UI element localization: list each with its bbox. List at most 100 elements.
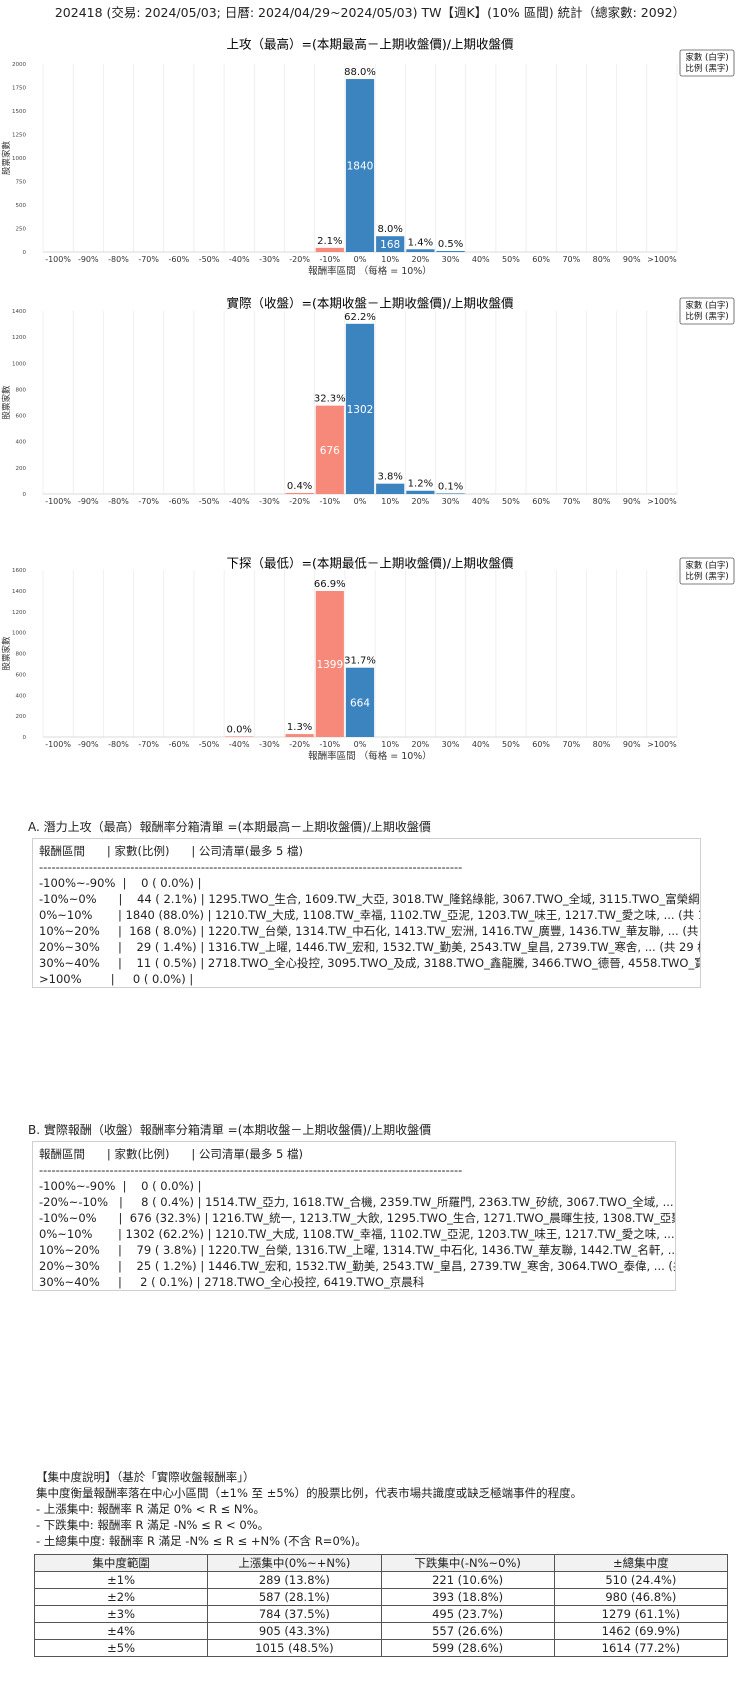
- legend-box: [679, 49, 735, 77]
- list-line: -100%~-90% | 0 ( 0.0%) |: [39, 876, 202, 890]
- x-tick-label: -60%: [169, 740, 190, 749]
- list-line: 10%~20% | 79 ( 3.8%) | 1220.TW_台榮, 1316.…: [39, 1243, 676, 1257]
- x-tick-label: 10%: [381, 740, 399, 749]
- list-line: 10%~20% | 168 ( 8.0%) | 1220.TW_台榮, 1314…: [39, 924, 701, 938]
- x-tick-label: -20%: [289, 497, 310, 506]
- bar: [315, 247, 344, 252]
- list-line: 0%~10% | 1840 (88.0%) | 1210.TW_大成, 1108…: [39, 908, 701, 922]
- table-row: ±3% 784 (37.5%) 495 (23.7%) 1279 (61.1%): [33, 1605, 729, 1623]
- y-tick-label: 1600: [12, 568, 26, 574]
- y-tick-label: 800: [16, 652, 27, 658]
- table-cell: 289 (13.8%): [207, 1571, 382, 1589]
- list-line: 30%~40% | 2 ( 0.1%) | 2718.TWO_全心投控, 641…: [39, 1275, 425, 1289]
- y-tick-label: 200: [16, 466, 27, 472]
- x-tick-label: 40%: [472, 255, 490, 264]
- concentration-bullet-up: - 上漲集中: 報酬率 R 滿足 0% < R ≤ N%。: [36, 1502, 265, 1516]
- bar-percent-label: 31.7%: [344, 656, 376, 667]
- table-cell: 587 (28.1%): [207, 1588, 382, 1606]
- bar: [376, 483, 405, 494]
- table-header-row: 集中度範圍 上漲集中(0%~+N%) 下跌集中(-N%~0%) ±總集中度: [33, 1554, 729, 1572]
- y-tick-label: 1000: [12, 361, 26, 367]
- y-tick-label: 600: [16, 672, 27, 678]
- legend-line: 家數 (白字): [685, 52, 728, 63]
- bar: [315, 590, 344, 737]
- list-line: 0%~10% | 1302 (62.2%) | 1210.TW_大成, 1108…: [39, 1227, 676, 1241]
- x-tick-label: -20%: [289, 255, 310, 264]
- bar-percent-label: 0.5%: [438, 239, 463, 250]
- x-tick-label: 0%: [354, 255, 367, 264]
- x-tick-label: 90%: [623, 497, 641, 506]
- x-tick-label: 20%: [411, 497, 429, 506]
- x-tick-label: -50%: [199, 740, 220, 749]
- bar-count-label: 1840: [347, 161, 374, 173]
- table-cell: ±3%: [33, 1605, 209, 1623]
- x-tick-label: 50%: [502, 255, 520, 264]
- list-line: -20%~-10% | 8 ( 0.4%) | 1514.TW_亞力, 1618…: [39, 1195, 676, 1209]
- bar-percent-label: 88.0%: [344, 67, 376, 78]
- downside-low-chart: 下探（最低）=(本期最低－上期收盤價)/上期收盤價 0 200 400 600 800 10…: [1, 557, 735, 762]
- x-tick-label: 0%: [354, 497, 367, 506]
- bar-percent-label: 1.3%: [287, 722, 312, 733]
- bar-percent-label: 8.0%: [377, 224, 402, 235]
- x-tick-label: 10%: [381, 497, 399, 506]
- table-row: ±1% 289 (13.8%) 221 (10.6%) 510 (24.4%): [33, 1571, 729, 1589]
- table-cell: 1015 (48.5%): [207, 1639, 382, 1657]
- x-tick-label: -90%: [78, 255, 99, 264]
- table-cell: 784 (37.5%): [207, 1605, 382, 1623]
- y-tick-label: 750: [16, 180, 27, 186]
- y-tick-label: 1200: [12, 610, 26, 616]
- y-tick-label: 0: [23, 250, 27, 256]
- y-tick-label: 1000: [12, 156, 26, 162]
- x-tick-label: 80%: [593, 497, 611, 506]
- y-tick-label: 800: [16, 387, 27, 393]
- bar-percent-label: 0.0%: [227, 724, 252, 735]
- bar-count-label: 664: [350, 697, 370, 709]
- bar-percent-label: 1.2%: [408, 479, 433, 490]
- bar: [225, 736, 254, 737]
- bar: [436, 493, 465, 494]
- x-tick-label: -50%: [199, 255, 220, 264]
- x-tick-label: 30%: [442, 740, 460, 749]
- upside-high-chart: 上攻（最高）=(本期最高－上期收盤價)/上期收盤價 0 250 500 750 1000 1…: [1, 37, 735, 277]
- bar: [315, 405, 344, 494]
- concentration-desc: 集中度衡量報酬率落在中心小區間（±1% 至 ±5%）的股票比例，代表市場共識度或…: [36, 1486, 583, 1500]
- list-line: >100% | 0 ( 0.0%) |: [39, 972, 194, 986]
- table-cell: ±5%: [33, 1639, 209, 1657]
- y-tick-label: 1250: [12, 133, 26, 139]
- x-tick-label: 40%: [472, 497, 490, 506]
- header-range: 集中度範圍: [33, 1554, 209, 1572]
- x-tick-label: 80%: [593, 255, 611, 264]
- x-tick-label: 60%: [532, 255, 550, 264]
- x-tick-label: -10%: [319, 497, 340, 506]
- bar: [376, 236, 405, 252]
- list-line: 30%~40% | 11 ( 0.5%) | 2718.TWO_全心投控, 30…: [39, 956, 700, 970]
- bar: [285, 734, 314, 737]
- concentration-bullet-down: - 下跌集中: 報酬率 R 滿足 -N% ≤ R < 0%。: [36, 1518, 270, 1532]
- bar-count-label: 1399: [316, 659, 343, 671]
- table-cell: 393 (18.8%): [380, 1588, 555, 1606]
- x-tick-label: 20%: [411, 740, 429, 749]
- x-axis-label: 報酬率區間 （每格 = 10%）: [308, 750, 432, 762]
- section-b-list: 報酬區間 | 家數(比例) | 公司清單(最多 5 檔) ------------…: [32, 1141, 676, 1291]
- legend-box: [679, 297, 735, 325]
- table-cell: ±1%: [33, 1571, 209, 1589]
- y-tick-label: 1400: [12, 309, 26, 315]
- section-b-title: B. 實際報酬（收盤）報酬率分箱清單 =(本期收盤－上期收盤價)/上期收盤價: [28, 1123, 432, 1137]
- list-line: 報酬區間 | 家數(比例) | 公司清單(最多 5 檔): [39, 1147, 303, 1161]
- x-tick-label: -40%: [229, 740, 250, 749]
- x-tick-label: 70%: [562, 255, 580, 264]
- x-tick-label: -50%: [199, 497, 220, 506]
- table-cell: 1279 (61.1%): [553, 1605, 729, 1623]
- x-tick-label: -40%: [229, 255, 250, 264]
- x-tick-label: 30%: [442, 255, 460, 264]
- y-tick-label: 400: [16, 693, 27, 699]
- legend-line: 家數 (白字): [685, 560, 728, 571]
- actual-close-chart: 實際（收盤）=(本期收盤－上期收盤價)/上期收盤價 0 200 400 600 800 10…: [1, 297, 735, 506]
- x-tick-label: 70%: [562, 740, 580, 749]
- y-tick-label: 400: [16, 440, 27, 446]
- bar: [345, 323, 375, 494]
- bar-percent-label: 66.9%: [314, 579, 346, 590]
- x-tick-label: 90%: [623, 255, 641, 264]
- x-tick-label: 90%: [623, 740, 641, 749]
- x-tick-label: -80%: [108, 255, 129, 264]
